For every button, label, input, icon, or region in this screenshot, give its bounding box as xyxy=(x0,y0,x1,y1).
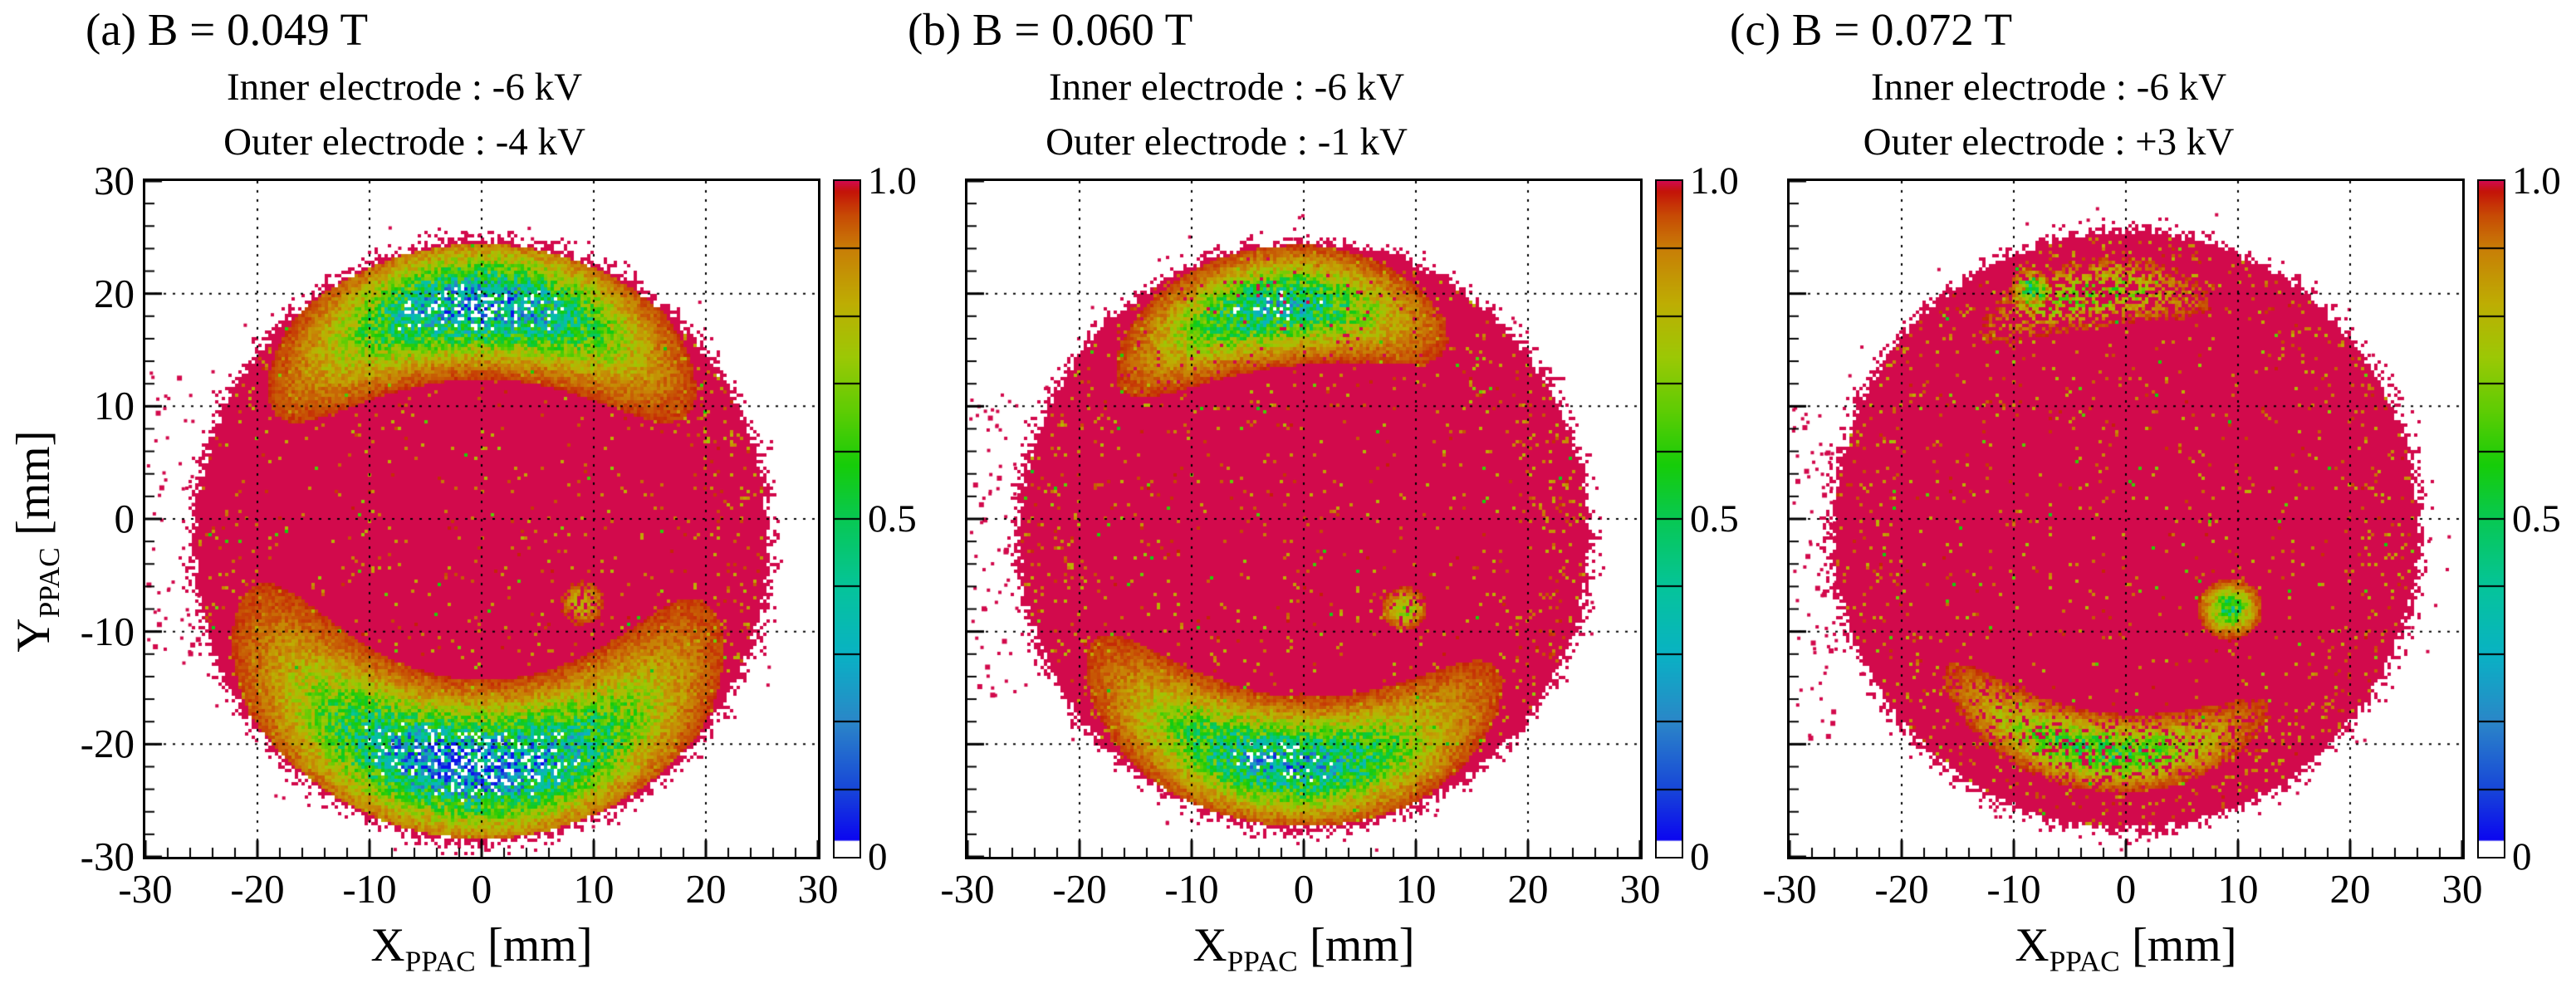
y-tick-label: 10 xyxy=(94,383,135,429)
x-tick-label: 20 xyxy=(2329,866,2371,912)
x-tick-label: -10 xyxy=(342,866,397,912)
colorbar-mid-label: 0.5 xyxy=(868,497,917,541)
x-tick-label: 0 xyxy=(1293,866,1315,912)
colorbar xyxy=(1655,179,1683,858)
x-tick-label: -30 xyxy=(940,866,995,912)
x-tick-label: 30 xyxy=(2441,866,2483,912)
outer-electrode-label: Outer electrode : -1 kV xyxy=(1046,120,1408,164)
x-tick-label: 20 xyxy=(685,866,727,912)
colorbar-min-label: 0 xyxy=(1690,835,1710,878)
colorbar-min-label: 0 xyxy=(2512,835,2532,878)
x-axis-label-unit: [mm] xyxy=(2119,919,2237,971)
x-axis-label-main: X xyxy=(1193,919,1227,971)
x-tick-label: 0 xyxy=(471,866,492,912)
x-axis-label-main: X xyxy=(2015,919,2050,971)
outer-electrode-label: Outer electrode : +3 kV xyxy=(1863,120,2235,164)
x-tick-label: -20 xyxy=(1874,866,1929,912)
x-axis-label-unit: [mm] xyxy=(475,919,593,971)
x-axis-label-sub: PPAC xyxy=(1227,945,1298,978)
x-axis-label-sub: PPAC xyxy=(404,945,476,978)
x-tick-label: -20 xyxy=(1052,866,1107,912)
x-tick-label: 0 xyxy=(2115,866,2137,912)
panel-title: (a) B = 0.049 T xyxy=(86,4,369,55)
x-tick-label: 10 xyxy=(573,866,615,912)
y-tick-label: -30 xyxy=(80,834,135,879)
panel: (c) B = 0.072 T Inner electrode : -6 kV … xyxy=(1644,0,2576,993)
colorbar-mid-label: 0.5 xyxy=(2512,497,2561,541)
x-tick-label: -10 xyxy=(1164,866,1219,912)
y-axis-label-sub: PPAC xyxy=(33,547,66,619)
colorbar xyxy=(2477,179,2505,858)
histogram-canvas xyxy=(1787,179,2465,859)
x-axis-label-unit: [mm] xyxy=(1297,919,1415,971)
y-tick-label: 20 xyxy=(94,270,135,316)
x-tick-label: -10 xyxy=(1986,866,2041,912)
x-tick-label: 30 xyxy=(1619,866,1661,912)
y-tick-label: 30 xyxy=(94,158,135,203)
colorbar xyxy=(833,179,861,858)
colorbar-max-label: 1.0 xyxy=(2512,159,2561,203)
panel: (a) B = 0.049 T Inner electrode : -6 kV … xyxy=(0,0,932,993)
x-axis-label-sub: PPAC xyxy=(2049,945,2120,978)
x-tick-label: 20 xyxy=(1507,866,1549,912)
y-tick-label: -10 xyxy=(80,608,135,654)
panel-title: (c) B = 0.072 T xyxy=(1730,4,2013,55)
inner-electrode-label: Inner electrode : -6 kV xyxy=(226,66,583,109)
y-tick-label: -20 xyxy=(80,721,135,767)
panel: (b) B = 0.060 T Inner electrode : -6 kV … xyxy=(822,0,1754,993)
histogram-canvas xyxy=(965,179,1643,859)
x-axis-label: XPPAC [mm] xyxy=(967,918,1640,978)
x-axis-label: XPPAC [mm] xyxy=(1790,918,2462,978)
inner-electrode-label: Inner electrode : -6 kV xyxy=(1048,66,1405,109)
x-tick-label: -30 xyxy=(118,866,173,912)
y-tick-label: 0 xyxy=(114,496,135,541)
x-axis-label-main: X xyxy=(370,919,405,971)
colorbar-max-label: 1.0 xyxy=(1690,159,1739,203)
x-tick-label: 30 xyxy=(797,866,839,912)
x-tick-label: 10 xyxy=(1395,866,1437,912)
colorbar-max-label: 1.0 xyxy=(868,159,917,203)
colorbar-min-label: 0 xyxy=(868,835,888,878)
panel-title: (b) B = 0.060 T xyxy=(908,4,1193,55)
outer-electrode-label: Outer electrode : -4 kV xyxy=(223,120,585,164)
x-tick-label: -20 xyxy=(230,866,285,912)
x-tick-label: 10 xyxy=(2217,866,2259,912)
histogram-canvas xyxy=(143,179,820,859)
inner-electrode-label: Inner electrode : -6 kV xyxy=(1870,66,2227,109)
colorbar-mid-label: 0.5 xyxy=(1690,497,1739,541)
x-axis-label: XPPAC [mm] xyxy=(145,918,818,978)
x-tick-label: -30 xyxy=(1762,866,1817,912)
